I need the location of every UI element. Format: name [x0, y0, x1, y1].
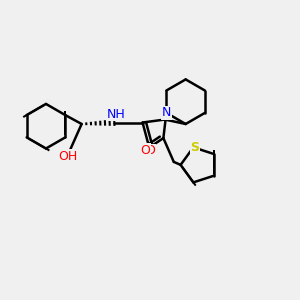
Text: NH: NH [106, 108, 125, 121]
Text: OH: OH [58, 150, 78, 163]
Text: O: O [145, 144, 155, 157]
Text: N: N [162, 106, 171, 119]
Text: S: S [190, 141, 199, 154]
Text: O: O [141, 144, 151, 157]
